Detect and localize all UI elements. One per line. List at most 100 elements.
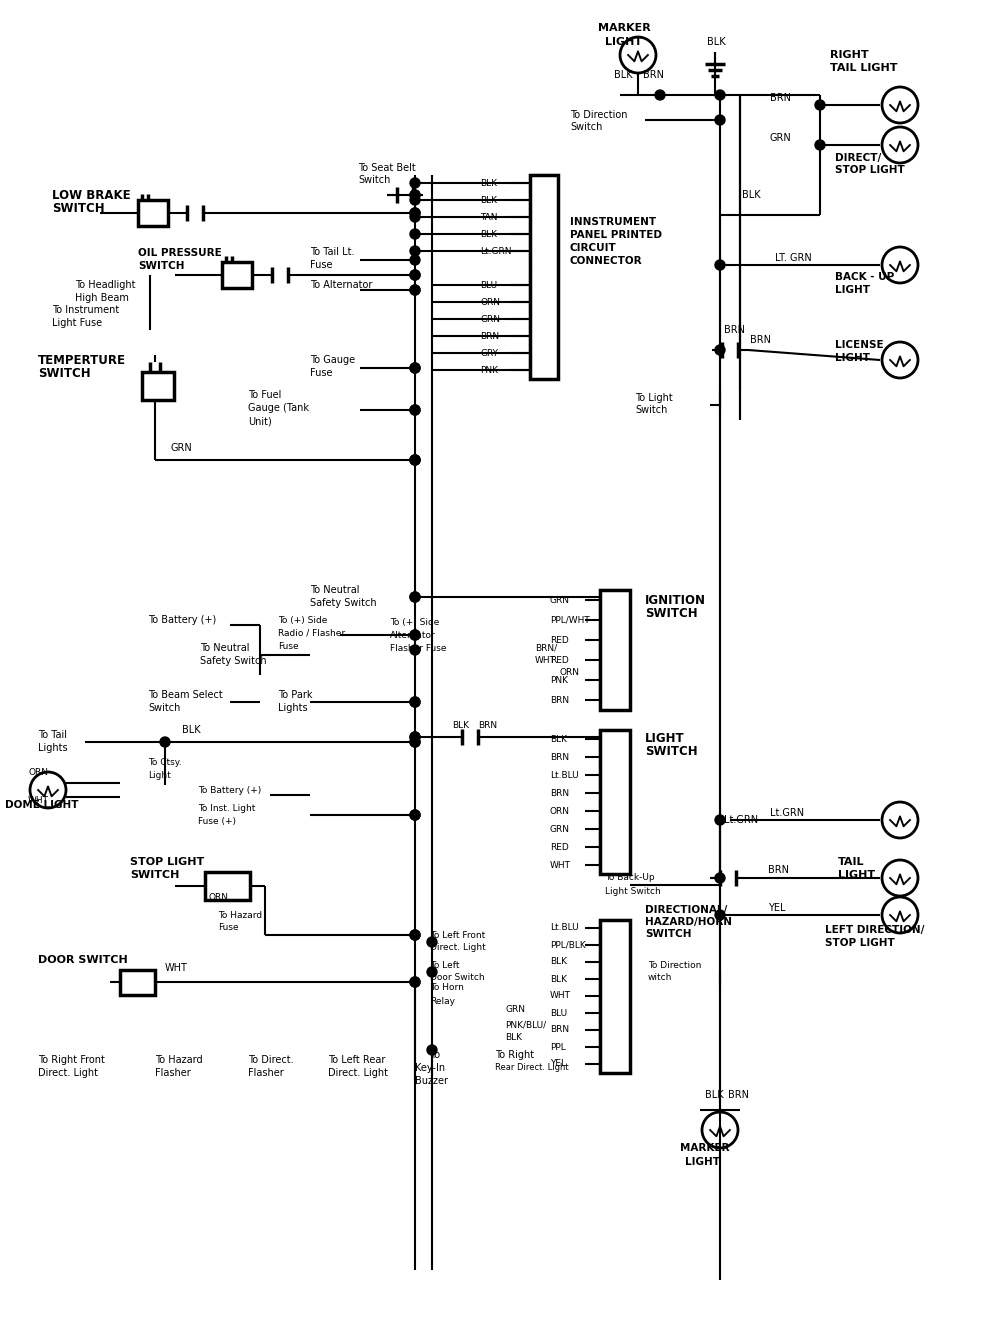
- Circle shape: [410, 810, 420, 820]
- Text: GRN: GRN: [550, 596, 570, 604]
- Bar: [530, 175, 558, 379]
- Text: SWITCH: SWITCH: [38, 366, 91, 379]
- Circle shape: [410, 270, 420, 281]
- Circle shape: [410, 228, 420, 239]
- Circle shape: [815, 100, 825, 110]
- Text: BLK: BLK: [480, 230, 497, 239]
- Text: ORN: ORN: [480, 298, 500, 306]
- Text: SWITCH: SWITCH: [52, 202, 105, 215]
- Text: BLK: BLK: [550, 958, 567, 966]
- Text: Fuse: Fuse: [278, 641, 299, 651]
- Text: BLK: BLK: [614, 69, 633, 80]
- Circle shape: [410, 977, 420, 987]
- Text: CONNECTOR: CONNECTOR: [570, 257, 643, 266]
- Text: BRN: BRN: [478, 720, 497, 729]
- Text: To Park: To Park: [278, 689, 313, 700]
- Text: High Beam: High Beam: [75, 293, 129, 303]
- Text: YEL: YEL: [550, 1059, 566, 1069]
- Text: BRN: BRN: [750, 335, 771, 345]
- Bar: [600, 1055, 630, 1073]
- Text: Fuse: Fuse: [310, 367, 333, 378]
- Text: INNSTRUMENT: INNSTRUMENT: [570, 216, 656, 227]
- Text: TAIL: TAIL: [838, 856, 864, 867]
- Text: BLK: BLK: [452, 720, 469, 729]
- Text: GRN: GRN: [550, 824, 570, 834]
- Circle shape: [410, 405, 420, 415]
- Text: Lights: Lights: [38, 743, 68, 754]
- Circle shape: [655, 90, 665, 100]
- Bar: [530, 192, 558, 208]
- Bar: [530, 311, 558, 329]
- Text: To Direction: To Direction: [648, 961, 701, 970]
- Text: CIRCUIT: CIRCUIT: [570, 243, 617, 253]
- Bar: [600, 729, 630, 874]
- Bar: [600, 651, 630, 669]
- Text: TAN: TAN: [480, 212, 498, 222]
- Text: Lt.GRN: Lt.GRN: [770, 808, 804, 818]
- Circle shape: [410, 631, 420, 640]
- Text: To Alternator: To Alternator: [310, 281, 372, 290]
- Text: Safety Switch: Safety Switch: [200, 656, 267, 667]
- Text: WHT: WHT: [550, 991, 571, 1001]
- Text: ORN: ORN: [208, 894, 228, 903]
- Text: Fuse: Fuse: [218, 923, 239, 933]
- Text: To Hazard: To Hazard: [218, 911, 262, 919]
- Text: Relay: Relay: [430, 997, 455, 1006]
- Bar: [530, 243, 558, 261]
- Bar: [600, 1005, 630, 1022]
- Text: BLK: BLK: [705, 1090, 724, 1100]
- Text: PANEL PRINTED: PANEL PRINTED: [570, 230, 662, 240]
- Circle shape: [410, 212, 420, 222]
- Text: BRN: BRN: [550, 1026, 569, 1034]
- Text: GRN: GRN: [480, 314, 500, 323]
- Text: BLK: BLK: [742, 190, 761, 200]
- Text: PNK: PNK: [550, 676, 568, 684]
- Text: WHT: WHT: [550, 860, 571, 870]
- Text: Direct. Light: Direct. Light: [430, 943, 486, 953]
- Text: DOOR SWITCH: DOOR SWITCH: [38, 955, 128, 965]
- Circle shape: [410, 631, 420, 640]
- Text: Safety Switch: Safety Switch: [310, 599, 377, 608]
- Circle shape: [427, 937, 437, 947]
- Bar: [600, 748, 630, 766]
- Bar: [205, 872, 250, 900]
- Circle shape: [410, 456, 420, 465]
- Text: Fuse (+): Fuse (+): [198, 816, 236, 826]
- Bar: [600, 937, 630, 954]
- Text: To Left Rear: To Left Rear: [328, 1055, 385, 1065]
- Bar: [600, 729, 630, 748]
- Text: BRN: BRN: [550, 752, 569, 762]
- Text: BRN: BRN: [550, 788, 569, 798]
- Text: STOP LIGHT: STOP LIGHT: [130, 856, 204, 867]
- Text: Gauge (Tank: Gauge (Tank: [248, 403, 309, 413]
- Text: SWITCH: SWITCH: [645, 929, 692, 939]
- Text: BACK - UP: BACK - UP: [835, 273, 894, 282]
- Circle shape: [410, 737, 420, 747]
- Text: DIRECT/: DIRECT/: [835, 154, 881, 163]
- Text: Lights: Lights: [278, 703, 308, 713]
- Text: Radio / Flasher: Radio / Flasher: [278, 628, 345, 637]
- Text: SWITCH: SWITCH: [645, 607, 698, 620]
- Text: To Fuel: To Fuel: [248, 390, 281, 399]
- Text: Key-In: Key-In: [415, 1063, 445, 1073]
- Text: BLK: BLK: [707, 37, 726, 47]
- Text: Buzzer: Buzzer: [415, 1075, 448, 1086]
- Text: PPL: PPL: [550, 1042, 566, 1051]
- Circle shape: [410, 930, 420, 941]
- Circle shape: [410, 732, 420, 741]
- Text: BRN/: BRN/: [535, 644, 557, 652]
- Circle shape: [410, 255, 420, 265]
- Text: To: To: [430, 1050, 440, 1059]
- Text: SWITCH: SWITCH: [130, 870, 179, 880]
- Text: BLK: BLK: [480, 179, 497, 187]
- Circle shape: [410, 592, 420, 603]
- Text: To Direct.: To Direct.: [248, 1055, 294, 1065]
- Text: BLK: BLK: [505, 1034, 522, 1042]
- Text: WHT: WHT: [28, 795, 49, 804]
- Text: To Back-Up: To Back-Up: [605, 874, 655, 883]
- Text: Switch: Switch: [358, 175, 390, 184]
- Text: Fuse: Fuse: [310, 261, 333, 270]
- Text: To Headlight: To Headlight: [75, 281, 136, 290]
- Bar: [600, 689, 630, 709]
- Text: RED: RED: [550, 656, 569, 664]
